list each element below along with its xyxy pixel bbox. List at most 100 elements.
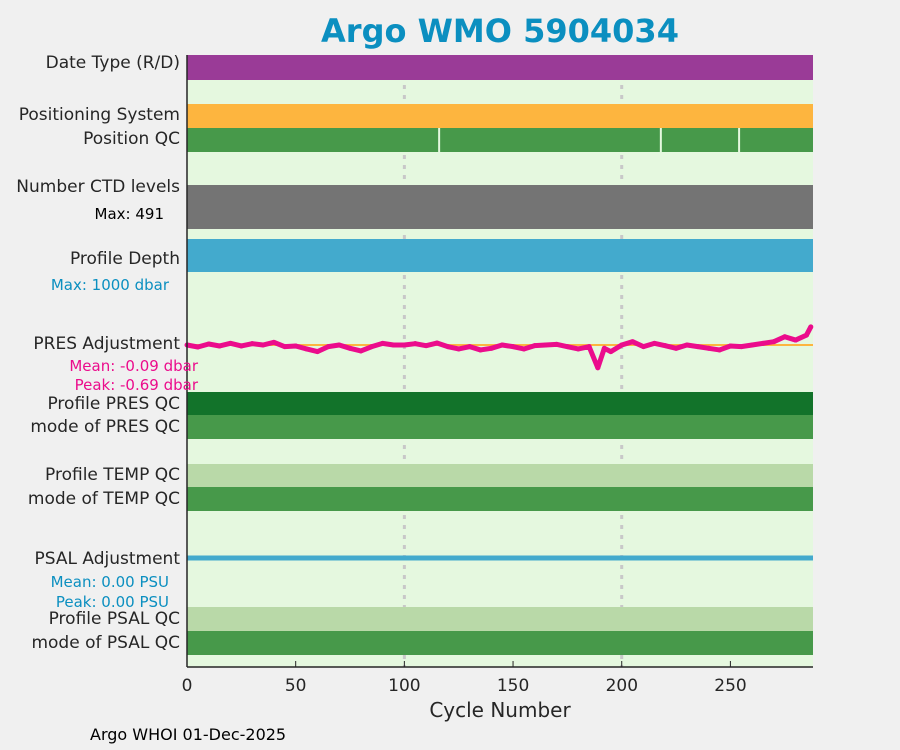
footer-text: Argo WHOI 01-Dec-2025 bbox=[90, 725, 287, 744]
row-label-profile-depth: Profile Depth bbox=[69, 249, 180, 269]
pres-adjustment-point bbox=[293, 343, 299, 349]
pres-adjustment-point bbox=[401, 342, 407, 348]
pres-adjustment-point bbox=[662, 343, 668, 349]
pres-adjustment-point bbox=[706, 345, 712, 351]
pres-adjustment-point bbox=[390, 342, 396, 348]
pres-adjustment-point bbox=[325, 344, 331, 350]
pres-adjustment-point bbox=[510, 344, 516, 350]
pres-adjustment-point bbox=[608, 349, 614, 355]
pres-adjustment-point bbox=[217, 343, 223, 349]
row-label-position-qc: Position QC bbox=[83, 129, 180, 149]
pres-mean: Mean: -0.09 dbar bbox=[69, 357, 198, 375]
pres-adjustment-point bbox=[477, 347, 483, 353]
pres-adjustment-point bbox=[227, 340, 233, 346]
pres-adjustment-point bbox=[595, 365, 601, 371]
x-tick-label: 50 bbox=[284, 676, 307, 696]
x-axis-label: Cycle Number bbox=[429, 698, 571, 722]
row-label-pres-adjustment: PRES Adjustment bbox=[33, 334, 180, 354]
pres-adjustment-point bbox=[467, 344, 473, 350]
x-tick-label: 150 bbox=[496, 676, 530, 696]
pres-adjustment-point bbox=[793, 337, 799, 343]
psal-peak: Peak: 0.00 PSU bbox=[55, 593, 169, 611]
pres-adjustment-point bbox=[543, 342, 549, 348]
row-label-mode-psal-qc: mode of PSAL QC bbox=[31, 633, 180, 653]
band-profile-temp-qc bbox=[187, 464, 813, 487]
pres-adjustment-point bbox=[260, 342, 266, 348]
pres-adjustment-point bbox=[423, 343, 429, 349]
pres-adjustment-point bbox=[808, 324, 814, 330]
pres-adjustment-point bbox=[249, 341, 255, 347]
depth-max-annotation: Max: 1000 dbar bbox=[50, 276, 169, 294]
band-number-ctd-levels bbox=[187, 185, 813, 229]
pres-adjustment-point bbox=[564, 344, 570, 350]
band-profile-pres-qc bbox=[187, 392, 813, 415]
pres-adjustment-point bbox=[771, 339, 777, 345]
plot-background bbox=[187, 55, 813, 667]
band-mode-of-psal-qc bbox=[187, 631, 813, 655]
row-label-profile-pres-qc: Profile PRES QC bbox=[47, 394, 180, 414]
pres-adjustment-point bbox=[532, 343, 538, 349]
pres-adjustment-point bbox=[206, 341, 212, 347]
pres-adjustment-point bbox=[695, 344, 701, 350]
pres-adjustment-point bbox=[803, 332, 809, 338]
pres-adjustment-point bbox=[619, 342, 625, 348]
band-date-type-r-d- bbox=[187, 55, 813, 80]
pres-adjustment-point bbox=[760, 340, 766, 346]
pres-adjustment-point bbox=[601, 345, 607, 351]
pres-adjustment-point bbox=[749, 342, 755, 348]
pres-adjustment-point bbox=[640, 344, 646, 350]
pres-adjustment-point bbox=[369, 344, 375, 350]
band-mode-of-temp-qc bbox=[187, 487, 813, 511]
band-mode-of-pres-qc bbox=[187, 415, 813, 439]
pres-adjustment-point bbox=[651, 340, 657, 346]
band-positioning-system bbox=[187, 104, 813, 128]
band-profile-depth bbox=[187, 239, 813, 272]
pres-adjustment-point bbox=[347, 345, 353, 351]
pres-adjustment-point bbox=[238, 343, 244, 349]
pres-adjustment-point bbox=[575, 346, 581, 352]
pres-adjustment-point bbox=[358, 348, 364, 354]
pres-adjustment-point bbox=[554, 341, 560, 347]
pres-adjustment-point bbox=[314, 349, 320, 355]
x-tick-label: 200 bbox=[605, 676, 639, 696]
pres-adjustment-point bbox=[456, 346, 462, 352]
pres-adjustment-point bbox=[304, 346, 310, 352]
pres-adjustment-point bbox=[717, 347, 723, 353]
pres-adjustment-point bbox=[445, 344, 451, 350]
ctd-max-annotation: Max: 491 bbox=[94, 205, 164, 223]
row-label-ctd-levels: Number CTD levels bbox=[16, 177, 180, 197]
x-tick-label: 100 bbox=[388, 676, 421, 696]
pres-adjustment-point bbox=[782, 334, 788, 340]
chart-title: Argo WMO 5904034 bbox=[321, 12, 679, 50]
pres-adjustment-point bbox=[684, 342, 690, 348]
pres-adjustment-point bbox=[380, 340, 386, 346]
pres-adjustment-point bbox=[195, 344, 201, 350]
x-tick-label: 250 bbox=[714, 676, 747, 696]
row-label-mode-pres-qc: mode of PRES QC bbox=[30, 417, 180, 437]
band-position-qc bbox=[187, 128, 813, 152]
pres-adjustment-point bbox=[630, 339, 636, 345]
row-label-profile-temp-qc: Profile TEMP QC bbox=[45, 465, 180, 485]
x-tick-label: 0 bbox=[181, 676, 193, 696]
pres-adjustment-point bbox=[434, 340, 440, 346]
pres-adjustment-point bbox=[488, 345, 494, 351]
row-label-psal-adjustment: PSAL Adjustment bbox=[34, 549, 180, 569]
pres-adjustment-point bbox=[336, 342, 342, 348]
pres-adjustment-point bbox=[412, 341, 418, 347]
row-label-mode-temp-qc: mode of TEMP QC bbox=[27, 489, 180, 509]
pres-adjustment-point bbox=[673, 345, 679, 351]
pres-adjustment-point bbox=[727, 343, 733, 349]
pres-adjustment-point bbox=[271, 339, 277, 345]
pres-adjustment-point bbox=[586, 344, 592, 350]
pres-adjustment-point bbox=[499, 342, 505, 348]
band-profile-psal-qc bbox=[187, 607, 813, 631]
pres-adjustment-point bbox=[282, 344, 288, 350]
row-label-date-type: Date Type (R/D) bbox=[45, 53, 180, 73]
pres-adjustment-point bbox=[521, 346, 527, 352]
row-label-positioning-system: Positioning System bbox=[18, 105, 180, 125]
psal-mean: Mean: 0.00 PSU bbox=[50, 573, 169, 591]
pres-adjustment-point bbox=[738, 344, 744, 350]
row-label-profile-psal-qc: Profile PSAL QC bbox=[48, 609, 180, 629]
